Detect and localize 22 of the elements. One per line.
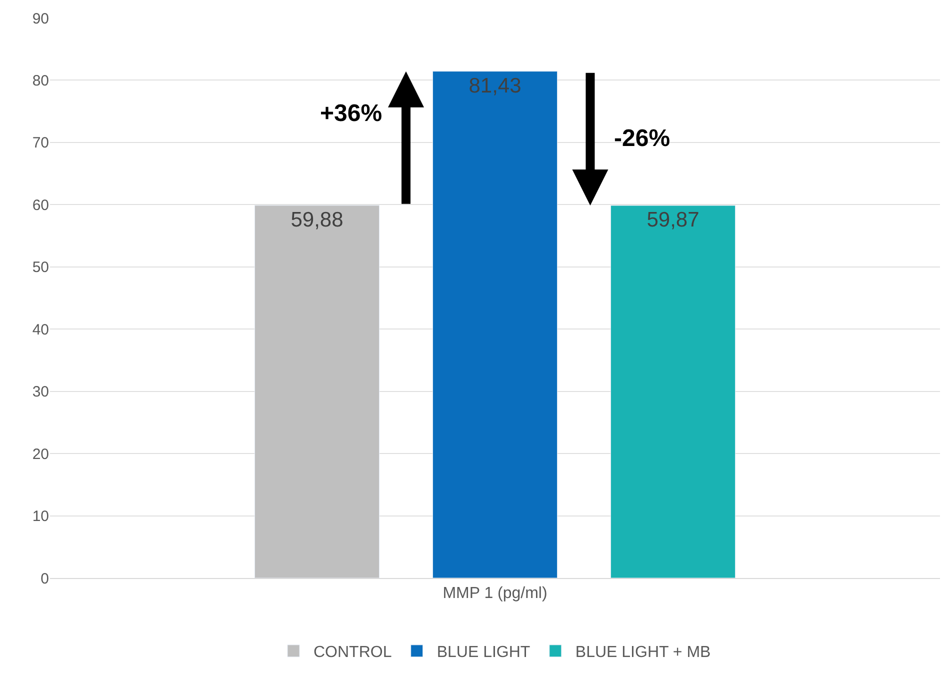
y-tick-label: 30 xyxy=(32,384,49,401)
bar xyxy=(610,205,736,578)
y-tick-label: 40 xyxy=(32,321,49,338)
x-tick-label: MMP 1 (pg/ml) xyxy=(442,585,548,602)
y-tick-label: 20 xyxy=(32,446,49,463)
legend-label: CONTROL xyxy=(314,644,392,662)
data-label: 59,88 xyxy=(290,208,344,232)
data-label: 81,43 xyxy=(468,74,522,98)
legend-label: BLUE LIGHT + MB xyxy=(575,644,711,662)
annotation: -26% xyxy=(614,125,670,152)
legend-label: BLUE LIGHT xyxy=(436,644,530,662)
data-label: 59,87 xyxy=(646,208,700,232)
y-tick-label: 70 xyxy=(32,134,49,152)
annotation: +36% xyxy=(320,100,382,127)
y-tick-label: 50 xyxy=(32,259,49,276)
y-tick-label: 90 xyxy=(32,10,49,28)
y-tick-label: 80 xyxy=(32,72,49,90)
y-tick-label: 10 xyxy=(32,508,49,526)
bar xyxy=(254,205,380,578)
y-tick-label: 0 xyxy=(40,570,49,588)
bar xyxy=(432,71,558,578)
y-tick-label: 60 xyxy=(32,196,49,214)
